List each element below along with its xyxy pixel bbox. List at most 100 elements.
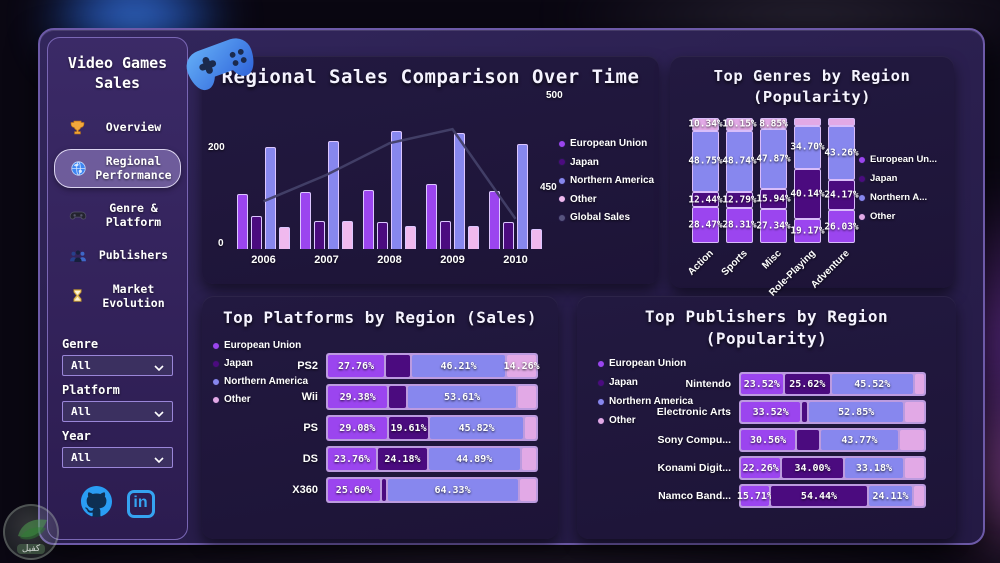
segment-european-union-electronic-arts[interactable]: 33.52% xyxy=(741,402,801,422)
segment-northern-america-sony-compu[interactable]: 43.77% xyxy=(820,430,899,450)
legend-item-japan[interactable]: Japan xyxy=(597,377,693,388)
segment-japan-role-playing[interactable]: 40.14% xyxy=(790,168,825,220)
segment-european-union-role-playing[interactable]: 19.17% xyxy=(790,219,825,243)
segment-european-union-action[interactable]: 28.47% xyxy=(688,207,723,243)
segment-other-konami-digit[interactable] xyxy=(905,458,925,478)
segment-japan-nintendo[interactable]: 25.62% xyxy=(784,374,830,394)
bar-japan-2008[interactable] xyxy=(377,222,388,249)
column-misc[interactable]: 8.85% 47.87% 15.94% 27.34% xyxy=(756,118,791,243)
segment-japan-misc[interactable]: 15.94% xyxy=(756,188,791,209)
segment-northern-america-ps2[interactable]: 46.21% xyxy=(411,355,506,377)
bar-northern-america-2006[interactable] xyxy=(265,146,276,249)
bar-northern-america-2010[interactable] xyxy=(517,143,528,249)
segment-other-sony-compu[interactable] xyxy=(900,430,924,450)
stacked-bar-ps[interactable]: 29.08% 19.61% 45.82% xyxy=(326,415,538,441)
segment-other-adventure[interactable] xyxy=(828,118,855,127)
bar-japan-2009[interactable] xyxy=(440,221,451,249)
sidebar-item-regional-performance[interactable]: Regional Performance xyxy=(54,149,181,188)
bar-european-union-2009[interactable] xyxy=(426,184,437,249)
legend-item-northern-a[interactable]: Northern A... xyxy=(858,192,937,203)
sidebar-item-overview[interactable]: Overview xyxy=(54,115,181,140)
bar-northern-america-2009[interactable] xyxy=(454,132,465,249)
stacked-bar-electronic-arts[interactable]: 33.52% 52.85% xyxy=(739,400,926,424)
segment-northern-america-action[interactable]: 48.75% xyxy=(688,130,723,192)
segment-japan-ps2[interactable] xyxy=(386,355,410,377)
segment-other-electronic-arts[interactable] xyxy=(904,402,924,422)
sidebar-item-market-evolution[interactable]: Market Evolution xyxy=(54,278,181,315)
segment-european-union-ds[interactable]: 23.76% xyxy=(328,448,376,470)
stacked-bar-wii[interactable]: 29.38% 53.61% xyxy=(326,384,538,410)
legend-item-other[interactable]: Other xyxy=(558,194,654,205)
bar-japan-2006[interactable] xyxy=(251,215,262,249)
segment-japan-electronic-arts[interactable] xyxy=(802,402,808,422)
segment-other-role-playing[interactable] xyxy=(794,118,821,126)
segment-japan-x360[interactable] xyxy=(381,479,386,501)
legend-item-japan[interactable]: Japan xyxy=(212,358,308,369)
stacked-bar-ps2[interactable]: 27.76% 46.21% 14.26% xyxy=(326,353,540,379)
legend-item-european-un[interactable]: European Un... xyxy=(858,154,937,165)
legend-item-japan[interactable]: Japan xyxy=(858,173,937,184)
segment-northern-america-sports[interactable]: 48.74% xyxy=(722,130,757,192)
segment-other-ds[interactable] xyxy=(521,448,536,470)
legend-item-other[interactable]: Other xyxy=(858,211,937,222)
segment-japan-ps[interactable]: 19.61% xyxy=(388,417,429,439)
sidebar-item-publishers[interactable]: Publishers xyxy=(54,243,181,269)
segment-northern-america-electronic-arts[interactable]: 52.85% xyxy=(809,402,903,422)
linkedin-icon[interactable]: in xyxy=(126,489,155,518)
bar-other-2008[interactable] xyxy=(405,226,416,249)
segment-japan-ds[interactable]: 24.18% xyxy=(378,448,427,470)
segment-northern-america-wii[interactable]: 53.61% xyxy=(407,386,517,408)
legend-item-northern-america[interactable]: Northern America xyxy=(558,175,654,186)
stacked-bar-namco-band[interactable]: 15.71% 54.44% 24.11% xyxy=(737,484,926,508)
segment-northern-america-role-playing[interactable]: 34.70% xyxy=(790,125,825,169)
segment-other-nintendo[interactable] xyxy=(914,374,924,394)
legend-item-other[interactable]: Other xyxy=(212,394,308,405)
segment-other-x360[interactable] xyxy=(519,479,537,501)
column-adventure[interactable]: 43.26% 24.17% 26.03% xyxy=(824,118,859,243)
segment-european-union-konami-digit[interactable]: 22.26% xyxy=(741,458,781,478)
segment-european-union-x360[interactable]: 25.60% xyxy=(328,479,380,501)
bar-european-union-2006[interactable] xyxy=(237,193,248,249)
bar-european-union-2008[interactable] xyxy=(363,190,374,249)
bar-other-2009[interactable] xyxy=(468,226,479,249)
segment-other-action[interactable]: 10.34% xyxy=(688,118,723,131)
segment-european-union-adventure[interactable]: 26.03% xyxy=(824,210,859,243)
bar-other-2006[interactable] xyxy=(279,227,290,249)
stacked-bar-sony-compu[interactable]: 30.56% 43.77% xyxy=(739,428,926,452)
platform-filter-dropdown[interactable]: All xyxy=(62,401,173,423)
segment-european-union-sony-compu[interactable]: 30.56% xyxy=(741,430,796,450)
segment-northern-america-nintendo[interactable]: 45.52% xyxy=(831,374,913,394)
segment-japan-namco-band[interactable]: 54.44% xyxy=(770,486,868,506)
segment-european-union-namco-band[interactable]: 15.71% xyxy=(737,486,773,506)
segment-japan-wii[interactable] xyxy=(389,386,406,408)
bar-european-union-2010[interactable] xyxy=(489,190,500,249)
bar-other-2010[interactable] xyxy=(531,228,542,249)
stacked-bar-konami-digit[interactable]: 22.26% 34.00% 33.18% xyxy=(739,456,926,480)
bar-european-union-2007[interactable] xyxy=(300,191,311,249)
segment-other-misc[interactable]: 8.85% xyxy=(759,118,788,130)
segment-other-sports[interactable]: 10.15% xyxy=(722,118,757,131)
segment-japan-sony-compu[interactable] xyxy=(797,430,819,450)
genre-filter-dropdown[interactable]: All xyxy=(62,355,173,377)
bar-northern-america-2007[interactable] xyxy=(328,141,339,249)
legend-item-european-union[interactable]: European Union xyxy=(212,340,308,351)
legend-item-european-union[interactable]: European Union xyxy=(597,358,693,369)
legend-item-global-sales[interactable]: Global Sales xyxy=(558,212,654,223)
segment-european-union-nintendo[interactable]: 23.52% xyxy=(741,374,783,394)
segment-european-union-ps[interactable]: 29.08% xyxy=(328,417,387,439)
segment-northern-america-ps[interactable]: 45.82% xyxy=(430,417,523,439)
column-role-playing[interactable]: 34.70% 40.14% 19.17% xyxy=(790,118,825,243)
segment-european-union-wii[interactable]: 29.38% xyxy=(328,386,388,408)
segment-european-union-sports[interactable]: 28.31% xyxy=(722,207,757,243)
segment-japan-sports[interactable]: 12.79% xyxy=(722,191,757,208)
github-icon[interactable] xyxy=(80,486,112,521)
segment-other-ps2[interactable]: 14.26% xyxy=(504,355,540,377)
column-action[interactable]: 10.34% 48.75% 12.44% 28.47% xyxy=(688,118,723,243)
segment-northern-america-misc[interactable]: 47.87% xyxy=(756,129,791,189)
bar-japan-2010[interactable] xyxy=(503,222,514,249)
segment-northern-america-adventure[interactable]: 43.26% xyxy=(824,126,859,181)
bar-other-2007[interactable] xyxy=(342,221,353,249)
stacked-bar-ds[interactable]: 23.76% 24.18% 44.89% xyxy=(326,446,538,472)
segment-northern-america-ds[interactable]: 44.89% xyxy=(428,448,520,470)
segment-japan-adventure[interactable]: 24.17% xyxy=(824,180,859,211)
